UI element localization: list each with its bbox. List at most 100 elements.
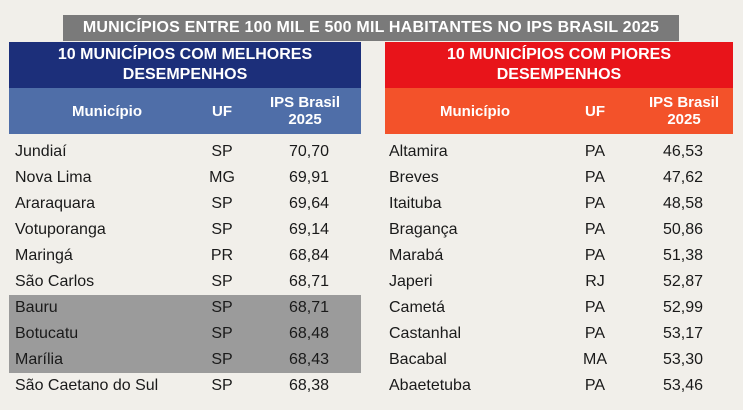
table-row: Maringá PR 68,84 [9, 243, 361, 269]
municipio-cell: Botucatu [15, 325, 79, 342]
ips-cell: 46,53 [662, 143, 703, 160]
table-row: Botucatu SP 68,48 [9, 321, 361, 347]
best-performers-heading: 10 MUNICÍPIOS COM MELHORES DESEMPENHOS [9, 42, 361, 88]
table-row: Altamira PA 46,53 [385, 139, 733, 165]
ips-cell: 68,71 [288, 273, 329, 290]
table-row: Jundiaí SP 70,70 [9, 139, 361, 165]
municipio-cell: Bauru [15, 299, 58, 316]
table-row: Castanhal PA 53,17 [385, 321, 733, 347]
worst-heading-line1: 10 MUNICÍPIOS COM PIORES [446, 46, 672, 63]
municipio-cell: Bragança [389, 221, 458, 238]
table-row: Bragança PA 50,86 [385, 217, 733, 243]
table-row: Araraquara SP 69,64 [9, 191, 361, 217]
ips-cell: 69,64 [288, 195, 329, 212]
col-header-ips-line2: 2025 [288, 111, 322, 128]
uf-cell: SP [211, 299, 233, 316]
ips-cell: 69,14 [288, 221, 329, 238]
municipio-cell: Abaetetuba [389, 377, 471, 394]
municipio-cell: Bacabal [389, 351, 447, 368]
table-row: Bauru SP 68,71 [9, 295, 361, 321]
ips-cell: 48,58 [662, 195, 703, 212]
municipio-cell: Araraquara [15, 195, 96, 212]
ips-cell: 51,38 [662, 247, 703, 264]
best-rows: Jundiaí SP 70,70 Nova Lima MG 69,91 Araraquara… [9, 139, 361, 399]
worst-column-headers: Município UF IPS Brasil 2025 [385, 88, 733, 134]
uf-cell: SP [211, 325, 233, 342]
municipio-cell: Castanhal [389, 325, 462, 342]
uf-cell: PA [584, 195, 606, 212]
table-row: Abaetetuba PA 53,46 [385, 373, 733, 399]
ips-cell: 53,30 [662, 351, 703, 368]
uf-cell: SP [211, 143, 233, 160]
table-row: Japeri RJ 52,87 [385, 269, 733, 295]
best-heading-line2: DESEMPENHOS [122, 66, 248, 83]
table-row: Votuporanga SP 69,14 [9, 217, 361, 243]
col-header-municipio: Município [72, 102, 142, 120]
uf-cell: PA [584, 325, 606, 342]
ips-cell: 53,17 [662, 325, 703, 342]
municipio-cell: Cametá [389, 299, 446, 316]
ips-cell: 69,91 [288, 169, 329, 186]
ips-cell: 68,38 [288, 377, 329, 394]
worst-heading-line2: DESEMPENHOS [496, 66, 622, 83]
col-header-ips-line2: 2025 [667, 111, 701, 128]
uf-cell: PA [584, 377, 606, 394]
col-header-municipio: Município [440, 102, 510, 120]
ips-cell: 53,46 [662, 377, 703, 394]
best-heading-line1: 10 MUNICÍPIOS COM MELHORES [57, 46, 313, 63]
uf-cell: PR [210, 247, 234, 264]
col-header-uf: UF [212, 102, 232, 120]
uf-cell: RJ [585, 273, 605, 290]
table-row: São Carlos SP 68,71 [9, 269, 361, 295]
col-header-ips: IPS Brasil 2025 [239, 94, 361, 128]
uf-cell: PA [584, 247, 606, 264]
table-row: Cametá PA 52,99 [385, 295, 733, 321]
table-row: Breves PA 47,62 [385, 165, 733, 191]
ips-cell: 68,48 [288, 325, 329, 342]
table-row: São Caetano do Sul SP 68,38 [9, 373, 361, 399]
col-header-ips: IPS Brasil 2025 [625, 94, 733, 128]
uf-cell: SP [211, 377, 233, 394]
ips-cell: 70,70 [288, 143, 329, 160]
worst-rows: Altamira PA 46,53 Breves PA 47,62 Itaituba PA 48… [385, 139, 733, 399]
uf-cell: SP [211, 195, 233, 212]
uf-cell: SP [211, 351, 233, 368]
table-row: Bacabal MA 53,30 [385, 347, 733, 373]
worst-performers-table: 10 MUNICÍPIOS COM PIORES DESEMPENHOS Mun… [385, 42, 733, 399]
municipio-cell: Altamira [389, 143, 448, 160]
ips-cell: 47,62 [662, 169, 703, 186]
table-row: Marabá PA 51,38 [385, 243, 733, 269]
municipio-cell: Marília [15, 351, 64, 368]
table-row: Itaituba PA 48,58 [385, 191, 733, 217]
municipio-cell: Nova Lima [15, 169, 92, 186]
table-row: Nova Lima MG 69,91 [9, 165, 361, 191]
page-title: MUNICÍPIOS ENTRE 100 MIL E 500 MIL HABIT… [63, 15, 679, 41]
col-header-ips-line1: IPS Brasil [269, 94, 341, 111]
ips-cell: 52,99 [662, 299, 703, 316]
uf-cell: PA [584, 169, 606, 186]
uf-cell: SP [211, 221, 233, 238]
uf-cell: SP [211, 273, 233, 290]
municipio-cell: São Caetano do Sul [15, 377, 159, 394]
uf-cell: MG [209, 169, 235, 186]
ips-cell: 68,43 [288, 351, 329, 368]
col-header-uf: UF [585, 102, 605, 120]
best-column-headers: Município UF IPS Brasil 2025 [9, 88, 361, 134]
ips-cell: 50,86 [662, 221, 703, 238]
municipio-cell: Jundiaí [15, 143, 67, 160]
municipio-cell: Itaituba [389, 195, 442, 212]
municipio-cell: Breves [389, 169, 439, 186]
uf-cell: MA [583, 351, 607, 368]
uf-cell: PA [584, 221, 606, 238]
col-header-ips-line1: IPS Brasil [648, 94, 720, 111]
ips-cell: 68,84 [288, 247, 329, 264]
uf-cell: PA [584, 143, 606, 160]
municipio-cell: Japeri [389, 273, 433, 290]
municipio-cell: Marabá [389, 247, 444, 264]
uf-cell: PA [584, 299, 606, 316]
municipio-cell: Votuporanga [15, 221, 106, 238]
table-row: Marília SP 68,43 [9, 347, 361, 373]
best-performers-table: 10 MUNICÍPIOS COM MELHORES DESEMPENHOS M… [9, 42, 361, 399]
worst-performers-heading: 10 MUNICÍPIOS COM PIORES DESEMPENHOS [385, 42, 733, 88]
municipio-cell: Maringá [15, 247, 73, 264]
